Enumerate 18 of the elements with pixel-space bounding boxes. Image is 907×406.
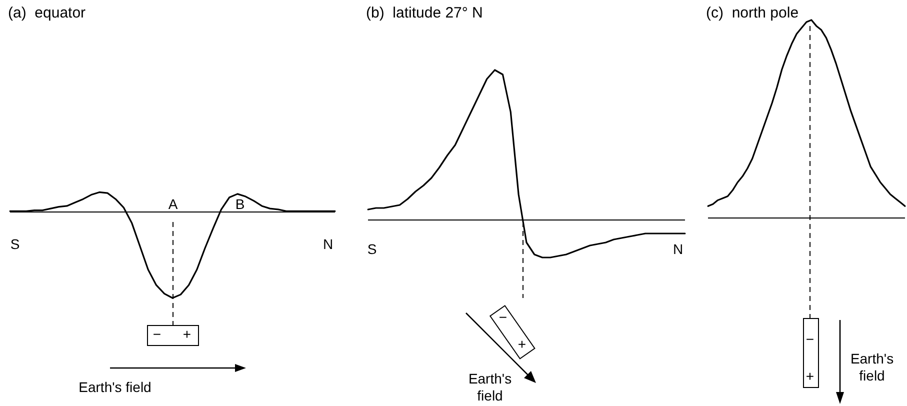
text: − <box>152 326 162 342</box>
annotation: N <box>672 240 684 257</box>
annotation: N <box>322 236 334 252</box>
text: Earth's field <box>468 370 512 404</box>
chart-title: (b) latitude 27° N <box>366 4 483 22</box>
text: + <box>182 326 192 342</box>
text: − <box>498 308 508 325</box>
annotation: S <box>367 240 377 257</box>
text: + <box>518 336 526 352</box>
chart-title: (c) north pole <box>706 4 799 22</box>
annotation: B <box>235 196 245 212</box>
text: Earth's field <box>850 350 894 384</box>
chart-title: (a) equator <box>8 4 86 22</box>
annotation: A <box>168 196 178 212</box>
text: Earth's field <box>78 378 152 395</box>
text: + <box>806 368 814 384</box>
annotation: S <box>10 236 20 252</box>
text: − <box>806 330 814 347</box>
